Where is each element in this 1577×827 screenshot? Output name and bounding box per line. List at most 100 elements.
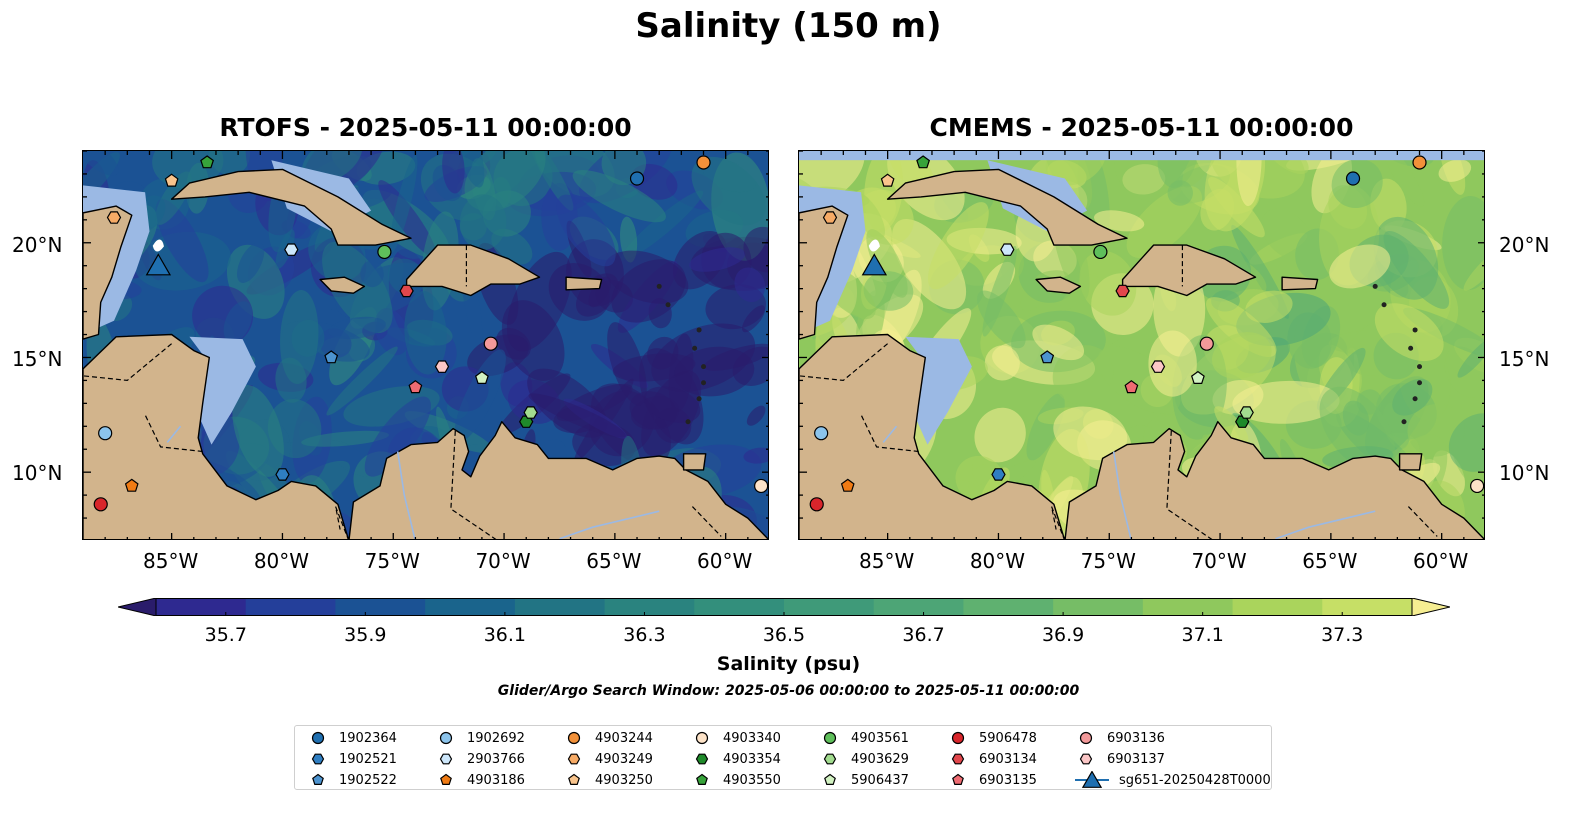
land-trinidad: [682, 453, 707, 471]
float-marker-1902364: [629, 171, 645, 186]
float-marker-4903249: [106, 211, 122, 224]
legend-marker-4903561: [823, 731, 837, 745]
lon-label-right: 65°W: [1302, 549, 1358, 573]
land-jamaica: [319, 276, 366, 294]
panel-title-rtofs: RTOFS - 2025-05-11 00:00:00: [219, 113, 632, 142]
colorbar-tick: 37.3: [1321, 624, 1364, 646]
figure-title: Salinity (150 m): [635, 6, 942, 46]
legend-item-5906478: 5906478: [947, 729, 1037, 747]
land-hispaniola: [1121, 244, 1257, 297]
float-marker-6903135: [1124, 380, 1139, 394]
legend-marker-4903249: [567, 753, 581, 765]
land-cuba: [886, 168, 1128, 246]
colorbar-tick: 36.1: [483, 624, 527, 646]
legend-marker-4903186: [440, 773, 452, 785]
float-marker-5906437: [474, 370, 489, 384]
land-yucatan: [83, 205, 133, 340]
float-marker-4903186: [124, 478, 139, 492]
lon-label-left: 60°W: [697, 549, 753, 573]
legend-marker-1902364: [311, 731, 325, 745]
legend-item-4903244: 4903244: [563, 729, 653, 747]
float-marker-1902522: [324, 350, 339, 364]
map-panel-cmems[interactable]: [798, 150, 1485, 540]
float-marker-6903136: [1199, 336, 1214, 351]
legend-marker-6903136: [1079, 731, 1093, 745]
land-centralAmerica: [83, 333, 350, 539]
legend-marker-5906478: [951, 731, 965, 745]
colorbar-tick: 36.3: [623, 624, 666, 646]
glider-marker: [861, 253, 888, 276]
legend-label: 4903244: [595, 730, 653, 746]
lon-label-left: 85°W: [143, 549, 199, 573]
colorbar-label: Salinity (psu): [716, 653, 861, 675]
float-marker-2903766: [284, 243, 299, 256]
land-centralAmerica: [799, 333, 1066, 539]
legend-item-4903550: 4903550: [691, 771, 781, 789]
legend-label: 1902521: [339, 751, 397, 767]
lon-label-right: 75°W: [1080, 549, 1136, 573]
legend-label: 5906478: [979, 730, 1037, 746]
lon-label-right: 70°W: [1191, 549, 1247, 573]
legend-label: 4903249: [595, 751, 653, 767]
legend-label: 4903550: [723, 772, 781, 788]
legend-item-6903135: 6903135: [947, 771, 1037, 789]
legend-label: 4903250: [595, 772, 653, 788]
legend-item-sg651-20250428T0000: sg651-20250428T0000: [1075, 771, 1271, 789]
lat-label-10n-left: 10°N: [12, 461, 63, 485]
legend-label: 2903766: [467, 751, 525, 767]
legend-item-2903766: 2903766: [435, 750, 525, 768]
legend-marker-4903354: [695, 753, 709, 765]
pentagon-icon: [440, 773, 452, 785]
float-marker-6903135: [408, 380, 423, 394]
circle-icon: [1079, 731, 1093, 745]
float-marker-4903244: [1412, 155, 1427, 170]
legend-marker-4903250: [568, 773, 580, 785]
lon-label-right: 85°W: [859, 549, 915, 573]
legend: 1902364 1902521 1902522 1902692 2903766 49031…: [294, 725, 1272, 790]
legend-label: 4903186: [467, 772, 525, 788]
float-marker-4903340: [1470, 478, 1484, 494]
pentagon-icon: [568, 773, 580, 785]
map-panel-rtofs[interactable]: [82, 150, 769, 540]
legend-label: 1902522: [339, 772, 397, 788]
float-marker-4903561: [1093, 244, 1108, 260]
legend-item-5906437: 5906437: [819, 771, 909, 789]
search-window-text: Glider/Argo Search Window: 2025-05-06 00…: [497, 683, 1080, 699]
land-yucatan: [799, 205, 849, 340]
legend-item-4903561: 4903561: [819, 729, 909, 747]
hexagon-icon: [1079, 753, 1093, 765]
land-jamaica: [1035, 276, 1082, 294]
land-trinidad: [1398, 453, 1423, 471]
circle-icon: [951, 731, 965, 745]
legend-item-1902522: 1902522: [307, 771, 397, 789]
colorbar: [118, 598, 1450, 616]
colorbar-tick: 35.9: [344, 624, 387, 646]
lat-label-20n-left: 20°N: [12, 233, 63, 257]
circle-icon: [567, 731, 581, 745]
legend-item-4903340: 4903340: [691, 729, 781, 747]
float-marker-1902692: [814, 426, 829, 441]
legend-marker-6903135: [952, 773, 964, 785]
float-marker-4903250: [164, 173, 179, 187]
glider-legend-marker: [1081, 771, 1103, 788]
hexagon-icon: [439, 753, 453, 765]
legend-marker-6903134: [951, 753, 965, 765]
legend-marker-1902692: [439, 731, 453, 745]
legend-label: 4903340: [723, 730, 781, 746]
float-marker-5906478: [93, 497, 108, 512]
lat-label-10n-right: 10°N: [1499, 461, 1550, 485]
hexagon-icon: [951, 753, 965, 765]
lon-label-right: 60°W: [1413, 549, 1469, 573]
legend-label: 4903629: [851, 751, 909, 767]
hexagon-icon: [823, 753, 837, 765]
legend-item-1902364: 1902364: [307, 729, 397, 747]
hexagon-icon: [695, 753, 709, 765]
float-marker-1902364: [1345, 171, 1361, 186]
circle-icon: [695, 731, 709, 745]
lon-label-left: 70°W: [475, 549, 531, 573]
legend-marker-5906437: [824, 773, 836, 785]
legend-item-4903629: 4903629: [819, 750, 909, 768]
legend-label: sg651-20250428T0000: [1119, 772, 1271, 788]
legend-item-6903137: 6903137: [1075, 750, 1165, 768]
pentagon-icon: [312, 773, 324, 785]
